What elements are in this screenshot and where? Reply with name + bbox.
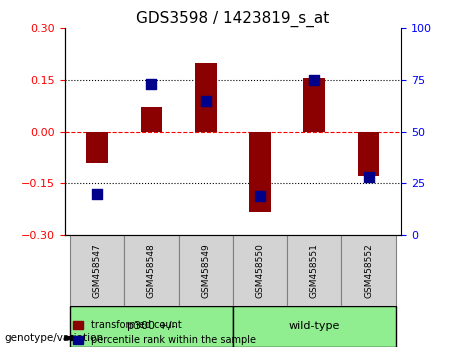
FancyBboxPatch shape: [341, 235, 396, 306]
Point: [311, 77, 318, 83]
Text: GSM458548: GSM458548: [147, 243, 156, 298]
Point: [202, 98, 209, 103]
Title: GDS3598 / 1423819_s_at: GDS3598 / 1423819_s_at: [136, 11, 330, 27]
FancyBboxPatch shape: [178, 235, 233, 306]
Point: [148, 81, 155, 87]
Text: GSM458552: GSM458552: [364, 243, 373, 298]
Bar: [358, 132, 379, 176]
Text: wild-type: wild-type: [289, 321, 340, 331]
Legend: transformed count, percentile rank within the sample: transformed count, percentile rank withi…: [70, 316, 260, 349]
FancyBboxPatch shape: [124, 235, 178, 306]
Point: [256, 193, 264, 198]
Text: GSM458551: GSM458551: [310, 243, 319, 298]
Text: GSM458547: GSM458547: [93, 243, 101, 298]
FancyBboxPatch shape: [70, 235, 124, 306]
Text: GSM458550: GSM458550: [255, 243, 265, 298]
Bar: [86, 132, 108, 162]
FancyBboxPatch shape: [70, 306, 233, 347]
Point: [94, 191, 101, 196]
FancyBboxPatch shape: [233, 235, 287, 306]
Bar: [303, 78, 325, 132]
FancyBboxPatch shape: [287, 235, 341, 306]
Point: [365, 174, 372, 180]
FancyBboxPatch shape: [233, 306, 396, 347]
Bar: [195, 63, 217, 132]
Bar: [141, 108, 162, 132]
Text: GSM458549: GSM458549: [201, 243, 210, 298]
Text: genotype/variation: genotype/variation: [5, 333, 104, 343]
Text: p300 +/-: p300 +/-: [127, 321, 176, 331]
Bar: [249, 132, 271, 212]
